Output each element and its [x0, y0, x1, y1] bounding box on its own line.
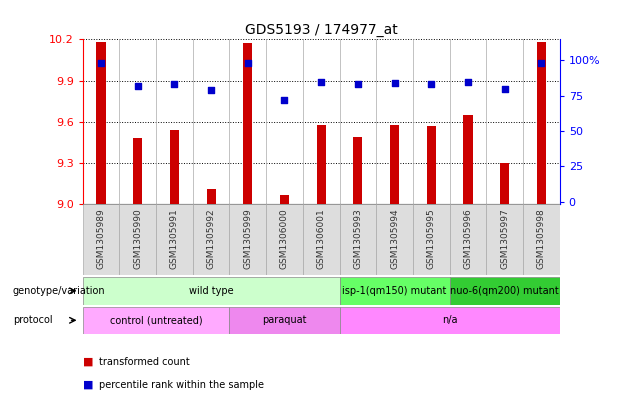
Bar [427, 126, 436, 204]
Bar [207, 189, 216, 204]
Text: GSM1305993: GSM1305993 [354, 208, 363, 269]
Text: control (untreated): control (untreated) [110, 315, 202, 325]
Text: GSM1305995: GSM1305995 [427, 208, 436, 269]
Text: GSM1305996: GSM1305996 [464, 208, 473, 269]
Point [169, 81, 179, 88]
Bar [230, 204, 266, 275]
Text: transformed count: transformed count [99, 356, 190, 367]
Bar [340, 277, 450, 305]
Point [279, 97, 289, 103]
Text: GSM1306001: GSM1306001 [317, 208, 326, 269]
Text: GSM1305997: GSM1305997 [500, 208, 509, 269]
Bar [280, 195, 289, 204]
Point [96, 60, 106, 66]
Point [243, 60, 253, 66]
Bar [243, 43, 252, 204]
Bar [120, 204, 156, 275]
Bar [193, 204, 230, 275]
Text: GSM1305990: GSM1305990 [133, 208, 142, 269]
Text: GSM1305991: GSM1305991 [170, 208, 179, 269]
Bar [83, 277, 340, 305]
Point [426, 81, 436, 88]
Point [463, 79, 473, 85]
Bar [170, 130, 179, 204]
Text: wild type: wild type [189, 286, 233, 296]
Point [536, 60, 546, 66]
Bar [303, 204, 340, 275]
Text: n/a: n/a [442, 315, 457, 325]
Point [353, 81, 363, 88]
Bar [353, 137, 363, 204]
Text: ■: ■ [83, 380, 97, 390]
Text: protocol: protocol [13, 315, 52, 325]
Bar [523, 204, 560, 275]
Point [499, 86, 509, 92]
Text: GSM1305994: GSM1305994 [390, 208, 399, 268]
Bar [266, 204, 303, 275]
Point [316, 79, 326, 85]
Point [389, 80, 399, 86]
Title: GDS5193 / 174977_at: GDS5193 / 174977_at [245, 23, 398, 37]
Text: percentile rank within the sample: percentile rank within the sample [99, 380, 263, 390]
Text: isp-1(qm150) mutant: isp-1(qm150) mutant [342, 286, 446, 296]
Bar [340, 307, 560, 334]
Bar [340, 204, 377, 275]
Bar [390, 125, 399, 204]
Text: genotype/variation: genotype/variation [13, 286, 106, 296]
Bar [537, 42, 546, 204]
Bar [413, 204, 450, 275]
Bar [156, 204, 193, 275]
Bar [97, 42, 106, 204]
Bar [317, 125, 326, 204]
Bar [464, 115, 473, 204]
Point [206, 87, 216, 93]
Bar [487, 204, 523, 275]
Text: paraquat: paraquat [262, 315, 307, 325]
Bar [450, 204, 487, 275]
Bar [83, 307, 230, 334]
Point [133, 83, 143, 89]
Text: GSM1305992: GSM1305992 [207, 208, 216, 268]
Bar [230, 307, 340, 334]
Bar [500, 163, 509, 204]
Bar [450, 277, 560, 305]
Bar [83, 204, 120, 275]
Text: GSM1305998: GSM1305998 [537, 208, 546, 269]
Bar [377, 204, 413, 275]
Text: GSM1305999: GSM1305999 [244, 208, 252, 269]
Text: GSM1306000: GSM1306000 [280, 208, 289, 269]
Text: ■: ■ [83, 356, 97, 367]
Text: GSM1305989: GSM1305989 [97, 208, 106, 269]
Text: nuo-6(qm200) mutant: nuo-6(qm200) mutant [450, 286, 559, 296]
Bar [133, 138, 142, 204]
